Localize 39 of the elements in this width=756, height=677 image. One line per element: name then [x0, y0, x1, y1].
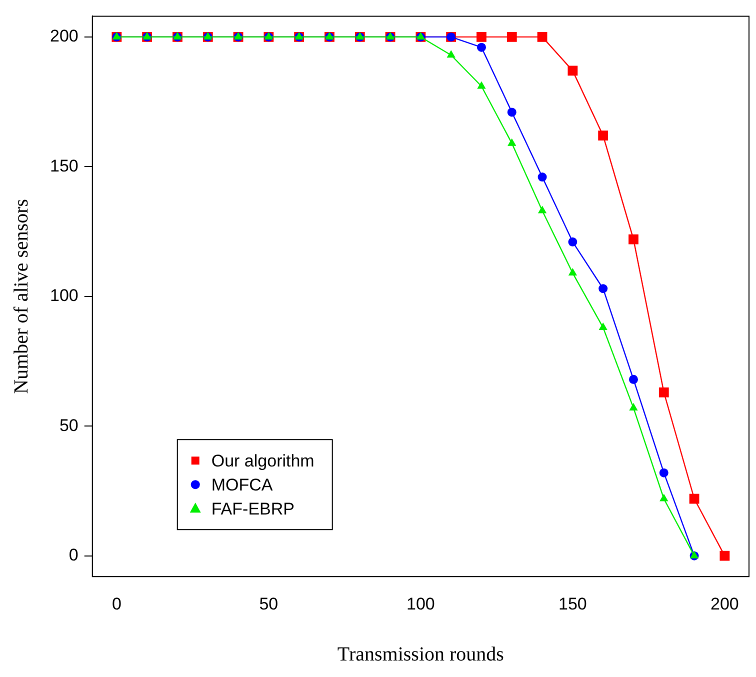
- point: [659, 468, 668, 478]
- point: [658, 387, 669, 398]
- point: [598, 322, 608, 330]
- legend-label: Our algorithm: [211, 451, 314, 470]
- y-tick-label: 200: [50, 26, 78, 46]
- point: [508, 138, 516, 146]
- y-tick-label: 0: [68, 546, 78, 565]
- point: [720, 550, 730, 561]
- point: [660, 494, 668, 502]
- x-tick-label: 50: [259, 594, 278, 614]
- y-tick-label: 150: [50, 156, 78, 176]
- x-tick-label: 150: [558, 594, 587, 614]
- point: [537, 32, 548, 42]
- legend-label: FAF-EBRP: [211, 499, 294, 518]
- y-axis-title: Number of alive sensors: [10, 198, 32, 394]
- point: [689, 494, 700, 504]
- point: [446, 50, 456, 58]
- x-tick-label: 200: [710, 594, 739, 614]
- x-axis-title: Transmission rounds: [337, 643, 504, 666]
- point: [538, 206, 547, 214]
- point: [629, 402, 638, 410]
- point: [568, 268, 578, 276]
- point: [476, 32, 486, 42]
- point: [628, 234, 638, 244]
- point: [628, 374, 638, 384]
- x-tick-label: 100: [406, 594, 435, 614]
- point: [538, 172, 547, 182]
- point: [477, 81, 486, 89]
- point: [598, 284, 608, 294]
- point: [568, 237, 578, 246]
- x-tick-label: 0: [112, 594, 122, 614]
- legend-label: MOFCA: [211, 475, 274, 494]
- point: [476, 42, 486, 52]
- point: [568, 66, 578, 76]
- point: [507, 108, 516, 117]
- y-tick-label: 50: [59, 416, 78, 435]
- point: [506, 32, 517, 42]
- point: [598, 130, 608, 140]
- y-tick-label: 100: [50, 286, 78, 306]
